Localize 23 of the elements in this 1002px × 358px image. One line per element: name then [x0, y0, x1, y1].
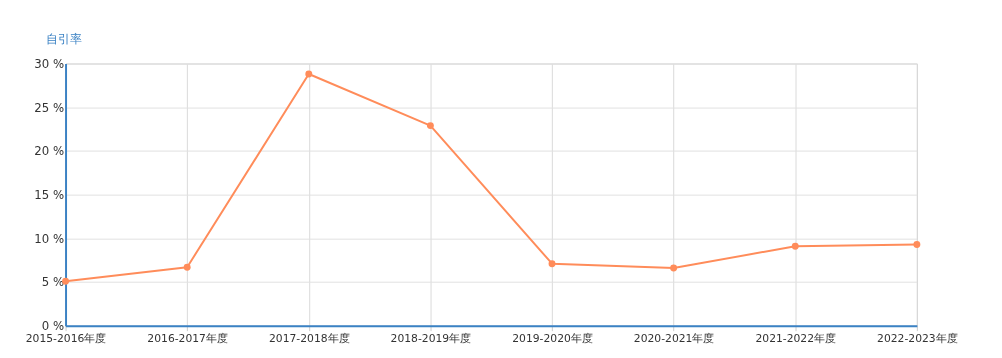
point: [913, 241, 921, 248]
point: [791, 242, 799, 250]
y-tick-label: 15 %: [34, 188, 65, 203]
x-tick-label: 2015-2016年度: [25, 331, 107, 345]
point: [305, 70, 313, 78]
x-tick-label: 2021-2022年度: [755, 331, 837, 345]
point: [426, 122, 434, 130]
point: [670, 264, 678, 272]
y-tick-label: 0 %: [41, 319, 65, 334]
point: [183, 263, 191, 271]
y-axis-title: 自引率: [46, 32, 83, 47]
x-tick-label: 2017-2018年度: [268, 331, 350, 345]
y-tick-label: 25 %: [34, 100, 65, 115]
x-tick-label: 2016-2017年度: [147, 331, 228, 345]
point: [548, 260, 556, 268]
x-tick-label: 2022-2023年度: [877, 331, 958, 345]
x-tick-label: 2018-2019年度: [390, 331, 472, 345]
x-tick-label: 2020-2021年度: [633, 331, 715, 345]
y-tick-label: 10 %: [34, 231, 65, 246]
y-tick-label: 20 %: [34, 144, 65, 159]
x-tick-label: 2019-2020年度: [512, 331, 593, 345]
y-tick-label: 5 %: [41, 275, 65, 290]
y-tick-label: 30 %: [34, 56, 65, 71]
